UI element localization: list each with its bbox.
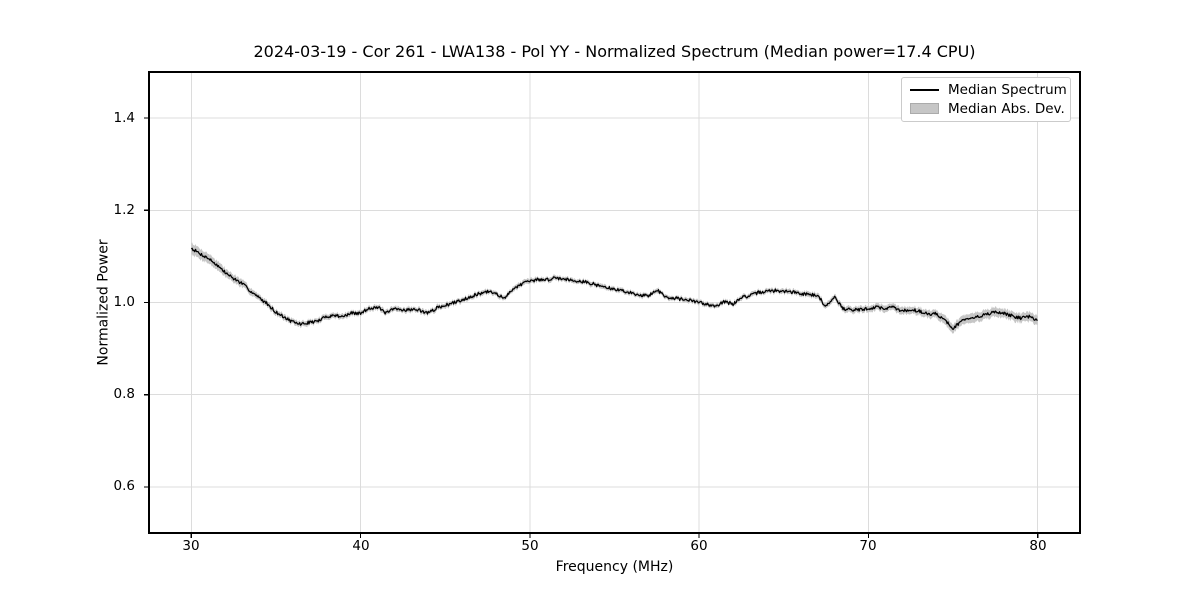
legend: Median Spectrum Median Abs. Dev.	[901, 77, 1071, 122]
y-tick-label-0-6: 0.6	[113, 478, 135, 494]
y-tick-label-1-0: 1.0	[113, 294, 135, 310]
y-tick-label-0-8: 0.8	[113, 386, 135, 402]
x-tick-label-80: 80	[1029, 538, 1047, 554]
x-axis-title: Frequency (MHz)	[555, 559, 674, 575]
x-tick-label-60: 60	[690, 538, 708, 554]
x-tick-label-40: 40	[352, 538, 370, 554]
legend-entry-mad: Median Abs. Dev.	[902, 100, 1070, 118]
chart-title: 2024-03-19 - Cor 261 - LWA138 - Pol YY -…	[253, 42, 976, 61]
y-tick-label-1-4: 1.4	[113, 110, 135, 126]
x-tick-label-70: 70	[859, 538, 877, 554]
legend-patch-swatch	[910, 103, 939, 115]
plot-border	[148, 71, 1081, 534]
tick-marks	[144, 117, 1039, 538]
gridlines	[149, 72, 1080, 533]
legend-label-median-spectrum: Median Spectrum	[948, 82, 1067, 99]
median-spectrum-line	[190, 247, 1038, 331]
x-tick-label-50: 50	[521, 538, 539, 554]
y-tick-label-1-2: 1.2	[113, 202, 135, 218]
x-tick-label-30: 30	[182, 538, 200, 554]
legend-label-mad: Median Abs. Dev.	[948, 100, 1065, 117]
legend-line-swatch	[910, 89, 939, 92]
legend-entry-median-spectrum: Median Spectrum	[902, 81, 1070, 99]
